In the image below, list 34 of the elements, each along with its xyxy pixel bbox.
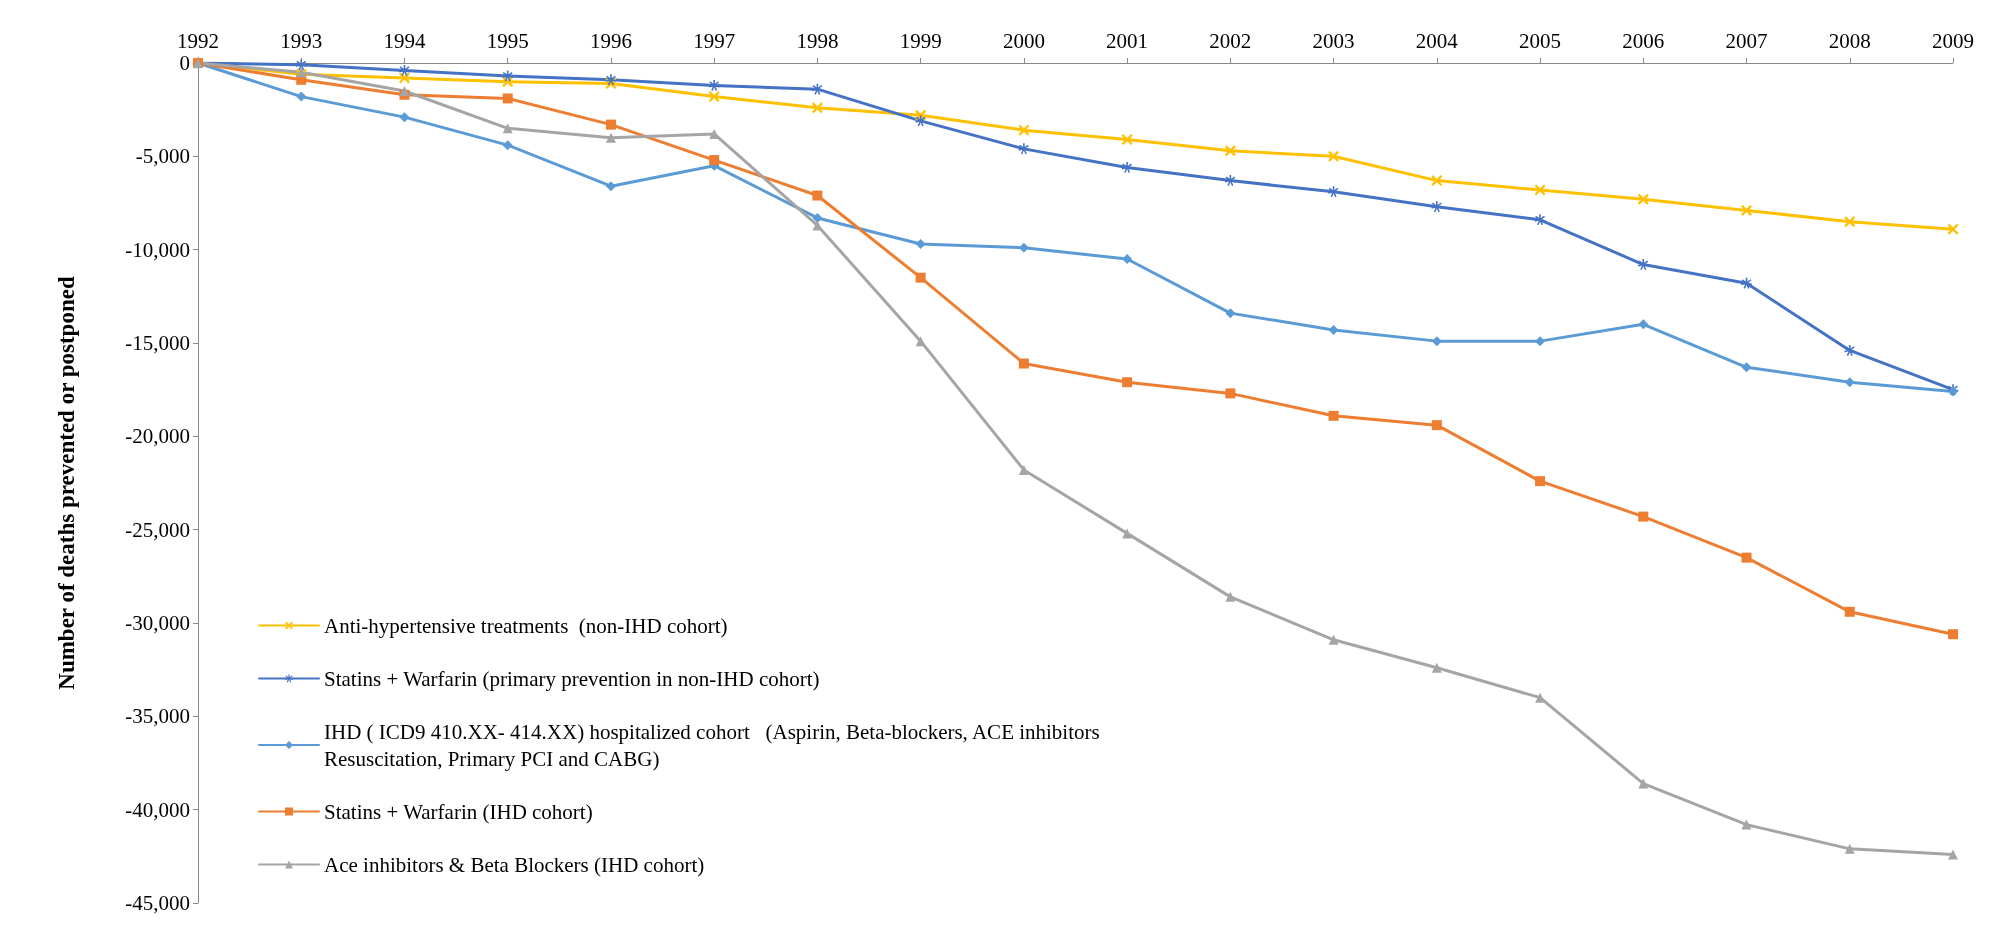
x-tick-label: 2002 — [1209, 28, 1252, 53]
x-tick-label: 1995 — [486, 28, 529, 53]
y-tick-label: -5,000 — [135, 144, 190, 169]
y-tick-label: -45,000 — [125, 891, 190, 915]
x-tick-label: 2009 — [1932, 28, 1974, 53]
x-tick-label: 1996 — [589, 28, 632, 53]
x-tick-label: 2001 — [1106, 28, 1149, 53]
x-tick-label: 2000 — [1002, 28, 1045, 53]
legend-label: Statins + Warfarin (primary prevention in non-IHD cohort) — [324, 666, 820, 691]
x-tick-label: 2004 — [1415, 28, 1459, 53]
y-tick-label: -25,000 — [125, 517, 190, 542]
legend-label: Anti-hypertensive treatments (non-IHD cohort) — [324, 613, 728, 638]
y-tick-label: -30,000 — [125, 611, 190, 635]
x-tick-label: 2008 — [1828, 28, 1871, 53]
x-tick-label: 1999 — [899, 28, 942, 53]
x-tick-label: 1998 — [796, 28, 839, 53]
y-tick-label: -20,000 — [125, 424, 190, 449]
x-tick-label: 2007 — [1725, 28, 1768, 53]
y-axis-title: Number of deaths prevented or postponed — [54, 276, 79, 690]
x-tick-label: 2005 — [1519, 28, 1562, 53]
legend-label: Ace inhibitors & Beta Blockers (IHD cohort) — [324, 852, 705, 877]
x-tick-label: 1994 — [383, 28, 426, 53]
y-tick-label: 0 — [179, 51, 190, 75]
y-tick-label: -15,000 — [125, 331, 190, 355]
x-tick-label: 2003 — [1312, 28, 1355, 53]
legend-label: IHD ( ICD9 410.XX- 414.XX) hospitalized cohort (Aspirin, Beta-blockers, ACE inhibitors Resuscitation, Primary PCI and CABG) — [324, 719, 1100, 771]
x-tick-label: 1993 — [280, 28, 323, 53]
x-tick-label: 1997 — [693, 28, 736, 53]
y-tick-label: -40,000 — [125, 797, 190, 822]
legend-label: Statins + Warfarin (IHD cohort) — [324, 799, 593, 824]
x-tick-label: 1992 — [177, 28, 219, 53]
x-tick-label: 2006 — [1622, 28, 1665, 53]
y-tick-label: -35,000 — [125, 704, 190, 729]
y-tick-label: -10,000 — [125, 237, 190, 262]
